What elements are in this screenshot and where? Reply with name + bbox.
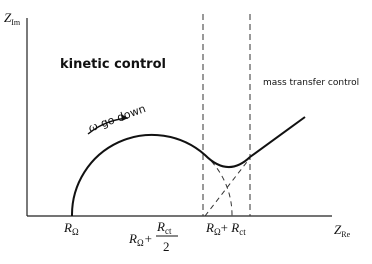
warburg-extension bbox=[204, 157, 251, 217]
impedance-curve bbox=[70, 116, 306, 217]
kinetic-label: kinetic control bbox=[60, 57, 166, 72]
fraction-denominator: 2 bbox=[163, 239, 170, 254]
x-axis-label: ZRe bbox=[334, 222, 351, 239]
arrow-label: ωgo down bbox=[86, 100, 148, 135]
x-mark-label: RΩ+ bbox=[128, 231, 152, 248]
y-axis-label: ZIm bbox=[4, 10, 21, 27]
x-mark-label: RΩ+ Rct bbox=[205, 220, 246, 237]
x-mark-label: RΩ bbox=[63, 220, 79, 237]
fraction-numerator: Rct bbox=[156, 219, 172, 236]
mass-transfer-label: mass transfer control bbox=[263, 78, 359, 88]
arrow-head bbox=[121, 114, 128, 121]
